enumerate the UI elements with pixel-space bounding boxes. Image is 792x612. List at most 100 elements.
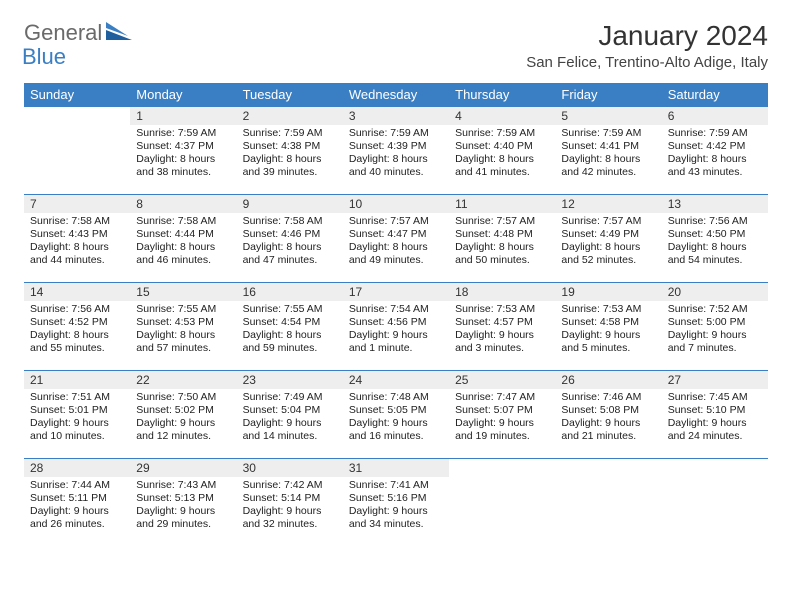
day-line: Sunrise: 7:58 AM <box>136 215 230 228</box>
calendar-body: 1Sunrise: 7:59 AMSunset: 4:37 PMDaylight… <box>24 106 768 546</box>
calendar-day-cell: 30Sunrise: 7:42 AMSunset: 5:14 PMDayligh… <box>237 458 343 546</box>
day-line: Sunrise: 7:58 AM <box>30 215 124 228</box>
calendar-day-cell: 31 Sunrise: 7:41 AMSunset: 5:16 PMDayligh… <box>343 458 449 546</box>
day-line: Daylight: 8 hours <box>136 153 230 166</box>
day-body: Sunrise: 7:58 AMSunset: 4:46 PMDaylight:… <box>237 213 343 272</box>
day-body: Sunrise: 7:50 AMSunset: 5:02 PMDaylight:… <box>130 389 236 448</box>
day-line: and 52 minutes. <box>561 254 655 267</box>
day-line: and 14 minutes. <box>243 430 337 443</box>
day-line: and 54 minutes. <box>668 254 762 267</box>
day-number: 18 <box>449 282 555 301</box>
day-line: Daylight: 8 hours <box>349 241 443 254</box>
day-body: Sunrise: 7:57 AMSunset: 4:47 PMDaylight:… <box>343 213 449 272</box>
day-number: 13 <box>662 194 768 213</box>
day-line: Daylight: 8 hours <box>668 153 762 166</box>
day-line: Sunrise: 7:44 AM <box>30 479 124 492</box>
day-line: Daylight: 8 hours <box>561 241 655 254</box>
calendar-day-cell: 17Sunrise: 7:54 AMSunset: 4:56 PMDayligh… <box>343 282 449 370</box>
day-number: 31 <box>343 458 449 477</box>
day-number: 8 <box>130 194 236 213</box>
day-number: 1 <box>130 106 236 125</box>
day-line: and 39 minutes. <box>243 166 337 179</box>
day-body: Sunrise: 7:43 AMSunset: 5:13 PMDaylight:… <box>130 477 236 536</box>
day-body: Sunrise: 7:57 AMSunset: 4:49 PMDaylight:… <box>555 213 661 272</box>
calendar-day-cell: 8Sunrise: 7:58 AMSunset: 4:44 PMDaylight… <box>130 194 236 282</box>
day-number: 26 <box>555 370 661 389</box>
day-line: Sunset: 4:50 PM <box>668 228 762 241</box>
day-line: Sunset: 5:04 PM <box>243 404 337 417</box>
day-body: Sunrise: 7:58 AMSunset: 4:44 PMDaylight:… <box>130 213 236 272</box>
day-line: Sunrise: 7:52 AM <box>668 303 762 316</box>
day-line: Daylight: 9 hours <box>349 505 443 518</box>
day-line: and 59 minutes. <box>243 342 337 355</box>
day-line: Sunrise: 7:58 AM <box>243 215 337 228</box>
weekday-header: Sunday <box>24 83 130 106</box>
day-number: 12 <box>555 194 661 213</box>
calendar-day-cell: 18Sunrise: 7:53 AMSunset: 4:57 PMDayligh… <box>449 282 555 370</box>
day-line: Sunset: 5:10 PM <box>668 404 762 417</box>
day-number: 27 <box>662 370 768 389</box>
calendar-week-row: 14Sunrise: 7:56 AMSunset: 4:52 PMDayligh… <box>24 282 768 370</box>
day-line: Sunset: 4:53 PM <box>136 316 230 329</box>
day-line: Sunset: 5:16 PM <box>349 492 443 505</box>
logo-text-blue-wrap: Blue <box>24 44 66 70</box>
day-line: and 10 minutes. <box>30 430 124 443</box>
day-line: Daylight: 9 hours <box>668 417 762 430</box>
day-line: Daylight: 8 hours <box>349 153 443 166</box>
day-body: Sunrise: 7:59 AMSunset: 4:41 PMDaylight:… <box>555 125 661 184</box>
day-line: Sunset: 4:57 PM <box>455 316 549 329</box>
weekday-header: Friday <box>555 83 661 106</box>
day-line: and 5 minutes. <box>561 342 655 355</box>
day-number: 21 <box>24 370 130 389</box>
calendar-table: SundayMondayTuesdayWednesdayThursdayFrid… <box>24 83 768 546</box>
day-line: Daylight: 8 hours <box>136 241 230 254</box>
day-line: Daylight: 9 hours <box>136 417 230 430</box>
day-line: Daylight: 9 hours <box>243 505 337 518</box>
day-line: Sunrise: 7:56 AM <box>30 303 124 316</box>
day-line: and 46 minutes. <box>136 254 230 267</box>
day-number <box>662 458 768 477</box>
day-line: and 26 minutes. <box>30 518 124 531</box>
day-number: 19 <box>555 282 661 301</box>
day-line: Sunrise: 7:48 AM <box>349 391 443 404</box>
calendar-day-cell <box>24 106 130 194</box>
day-line: Sunset: 5:07 PM <box>455 404 549 417</box>
calendar-week-row: 28Sunrise: 7:44 AMSunset: 5:11 PMDayligh… <box>24 458 768 546</box>
day-line: Daylight: 8 hours <box>243 241 337 254</box>
calendar-day-cell: 1Sunrise: 7:59 AMSunset: 4:37 PMDaylight… <box>130 106 236 194</box>
day-number: 6 <box>662 106 768 125</box>
location-label: San Felice, Trentino-Alto Adige, Italy <box>526 54 768 71</box>
calendar-day-cell <box>555 458 661 546</box>
calendar-day-cell: 12Sunrise: 7:57 AMSunset: 4:49 PMDayligh… <box>555 194 661 282</box>
day-body: Sunrise: 7:52 AMSunset: 5:00 PMDaylight:… <box>662 301 768 360</box>
calendar-day-cell: 15Sunrise: 7:55 AMSunset: 4:53 PMDayligh… <box>130 282 236 370</box>
day-line: and 24 minutes. <box>668 430 762 443</box>
weekday-header: Wednesday <box>343 83 449 106</box>
day-line: Sunrise: 7:41 AM <box>349 479 443 492</box>
calendar-day-cell <box>449 458 555 546</box>
day-line: Sunset: 5:00 PM <box>668 316 762 329</box>
day-line: Sunset: 4:54 PM <box>243 316 337 329</box>
day-line: Sunset: 5:02 PM <box>136 404 230 417</box>
day-number: 30 <box>237 458 343 477</box>
day-line: Sunrise: 7:59 AM <box>668 127 762 140</box>
day-body: Sunrise: 7:56 AMSunset: 4:50 PMDaylight:… <box>662 213 768 272</box>
day-body: Sunrise: 7:59 AMSunset: 4:37 PMDaylight:… <box>130 125 236 184</box>
day-line: Daylight: 8 hours <box>243 329 337 342</box>
day-line: Sunrise: 7:59 AM <box>243 127 337 140</box>
day-line: Sunrise: 7:57 AM <box>349 215 443 228</box>
day-line: and 32 minutes. <box>243 518 337 531</box>
calendar-day-cell: 21Sunrise: 7:51 AMSunset: 5:01 PMDayligh… <box>24 370 130 458</box>
day-line: Sunrise: 7:59 AM <box>561 127 655 140</box>
calendar-day-cell: 22Sunrise: 7:50 AMSunset: 5:02 PMDayligh… <box>130 370 236 458</box>
day-body: Sunrise: 7:57 AMSunset: 4:48 PMDaylight:… <box>449 213 555 272</box>
day-number <box>24 106 130 125</box>
title-block: January 2024 San Felice, Trentino-Alto A… <box>526 20 768 71</box>
day-line: and 44 minutes. <box>30 254 124 267</box>
day-line: and 3 minutes. <box>455 342 549 355</box>
day-line: Sunset: 4:52 PM <box>30 316 124 329</box>
day-number: 20 <box>662 282 768 301</box>
day-body: Sunrise: 7:59 AMSunset: 4:38 PMDaylight:… <box>237 125 343 184</box>
day-line: Sunset: 4:42 PM <box>668 140 762 153</box>
day-body: Sunrise: 7:48 AMSunset: 5:05 PMDaylight:… <box>343 389 449 448</box>
